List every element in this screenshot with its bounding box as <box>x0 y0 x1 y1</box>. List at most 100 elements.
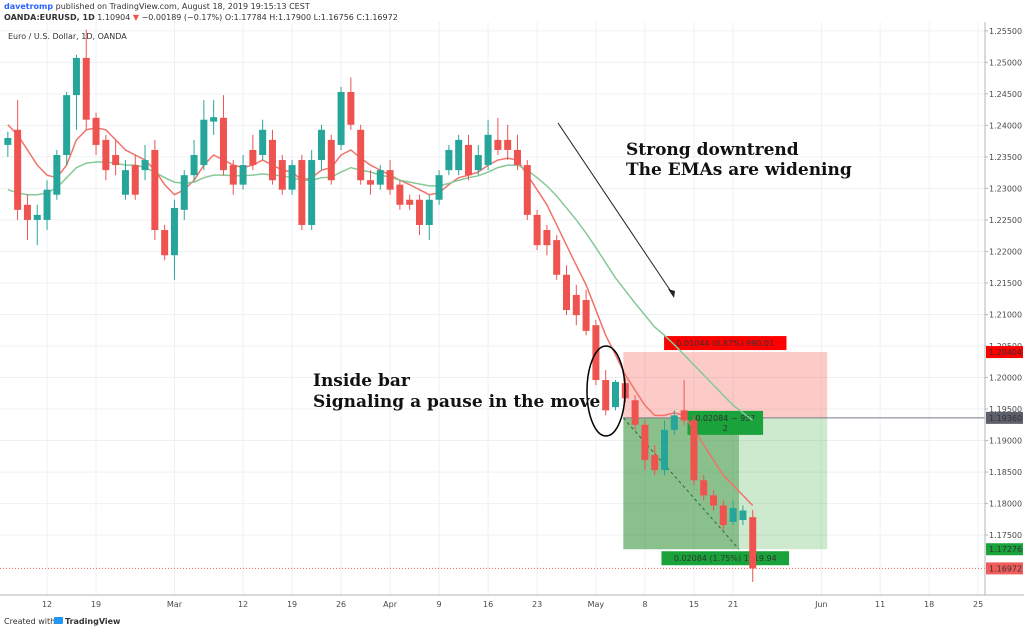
x-tick-label: Apr <box>383 600 398 609</box>
symbol: OANDA:EURUSD, 1D <box>4 13 95 22</box>
x-tick-label: 18 <box>924 600 934 609</box>
candle-body <box>406 199 414 205</box>
candle-body <box>376 170 384 185</box>
candle-body <box>317 129 325 161</box>
candle-body <box>415 199 423 225</box>
y-tick-label: 1.21500 <box>989 279 1022 288</box>
y-tick-label: 1.25000 <box>989 58 1022 67</box>
candle-body <box>219 117 227 171</box>
candle-body <box>484 134 492 166</box>
logo-icon <box>54 617 63 624</box>
candle-body <box>602 380 610 411</box>
candle-body <box>474 155 482 171</box>
y-tick-label: 1.19500 <box>989 405 1022 414</box>
y-tick-label: 1.23000 <box>989 184 1022 193</box>
candle-body <box>180 175 188 210</box>
author: davetromp <box>4 2 53 11</box>
candle-body <box>239 165 247 185</box>
candle-body <box>700 480 708 496</box>
candle-body <box>425 199 433 225</box>
candle-body <box>200 119 208 166</box>
x-tick-label: Mar <box>167 600 183 609</box>
candle-body <box>43 189 51 220</box>
candle-body <box>112 155 120 166</box>
candle-body <box>690 420 698 481</box>
candle-body <box>612 381 620 408</box>
arrow-line <box>557 122 675 297</box>
candle-body <box>4 137 12 145</box>
candle-body <box>121 170 129 195</box>
price-label-box <box>986 562 1023 575</box>
quote-line: OANDA:EURUSD, 1D 1.10904 ▼ −0.00189 (−0.… <box>4 13 398 22</box>
candle-body <box>53 155 61 195</box>
annotation: Signaling a pause in the move <box>313 392 600 412</box>
x-tick-label: May <box>588 600 605 609</box>
x-tick-label: 19 <box>91 600 101 609</box>
candle-body <box>288 165 296 190</box>
x-tick-label: 23 <box>532 600 542 609</box>
candle-body <box>533 214 541 246</box>
candle-body <box>72 57 80 96</box>
y-tick-label: 1.18000 <box>989 500 1022 509</box>
candle-body <box>661 429 669 471</box>
candle-body <box>739 510 747 520</box>
candle-body <box>102 139 110 171</box>
last: 1.10904 <box>97 13 130 22</box>
price-label: 1.19360 <box>989 414 1022 423</box>
candle-body <box>396 184 404 205</box>
x-tick-label: 9 <box>437 600 442 609</box>
candle-body <box>435 175 443 200</box>
candle-body <box>161 230 169 256</box>
price-label: 1.20404 <box>989 348 1022 357</box>
ohlc: O:1.17784 H:1.17900 L:1.16756 C:1.16972 <box>225 13 398 22</box>
candle-body <box>523 165 531 215</box>
candle-body <box>151 149 159 231</box>
x-tick-label: 11 <box>875 600 885 609</box>
candle-body <box>33 214 41 220</box>
header-line: davetromp published on TradingView.com, … <box>4 2 310 11</box>
candle-body <box>504 139 512 150</box>
price-label-box <box>986 346 1023 359</box>
price-label-box <box>986 543 1023 556</box>
annotation: The EMAs are widening <box>626 160 852 180</box>
target-label-box <box>661 551 790 566</box>
target-zone <box>623 417 828 550</box>
stop-label: 0.01044 (0.87%) 990.01 <box>676 339 774 348</box>
x-tick-label: 26 <box>336 600 346 609</box>
candle-body <box>278 160 286 190</box>
candle-body <box>553 240 561 275</box>
y-tick-label: 1.22500 <box>989 216 1022 225</box>
candle-body <box>14 129 22 210</box>
stop-zone <box>623 352 828 418</box>
candle-body <box>749 517 757 569</box>
candle-body <box>494 139 502 150</box>
candle-body <box>543 230 551 246</box>
candle-body <box>347 91 355 125</box>
annotation: Strong downtrend <box>626 140 799 160</box>
candle-body <box>366 180 374 185</box>
candle-body <box>651 455 659 471</box>
y-tick-label: 1.17500 <box>989 531 1022 540</box>
x-tick-label: 19 <box>287 600 297 609</box>
candle-body <box>327 139 335 181</box>
y-tick-label: 1.25500 <box>989 27 1022 36</box>
candle-body <box>572 294 580 316</box>
y-tick-label: 1.19000 <box>989 437 1022 446</box>
candle-body <box>582 299 590 331</box>
x-tick-label: 12 <box>42 600 52 609</box>
x-tick-label: 21 <box>728 600 738 609</box>
target-label: 0.02084 (1.75%) 1019.94 <box>674 554 777 563</box>
footer-brand[interactable]: TradingView <box>65 617 121 626</box>
candle-body <box>337 91 345 145</box>
x-tick-label: 8 <box>642 600 647 609</box>
candle-body <box>131 165 139 195</box>
candle-body <box>513 149 521 166</box>
footer-text: Created with <box>4 617 55 626</box>
candle-body <box>63 95 71 156</box>
x-tick-label: 25 <box>973 600 983 609</box>
candle-body <box>229 165 237 185</box>
y-tick-label: 1.24500 <box>989 90 1022 99</box>
candle-body <box>141 160 149 171</box>
